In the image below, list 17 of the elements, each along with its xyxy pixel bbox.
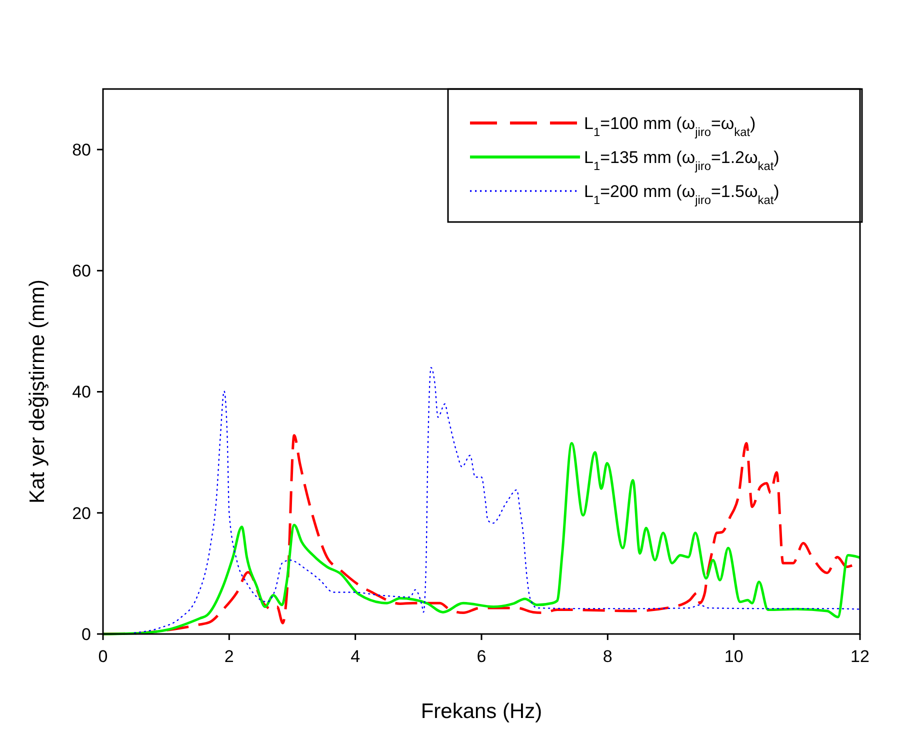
legend-label: L$_{1}$=135 mm (ω$_{jiro}$=1.2ω$_{kat}$) bbox=[584, 148, 780, 173]
y-tick-label: 60 bbox=[72, 262, 91, 281]
legend-label: L$_{1}$=100 mm (ω$_{jiro}$=ω$_{kat}$) bbox=[584, 114, 756, 139]
y-axis-title: Kat yer değiştirme (mm) bbox=[26, 279, 49, 504]
x-tick-label: 6 bbox=[476, 647, 486, 666]
x-tick-label: 4 bbox=[350, 647, 360, 666]
y-tick-label: 20 bbox=[72, 504, 91, 523]
x-axis-title: Frekans (Hz) bbox=[420, 700, 542, 723]
y-tick-label: 0 bbox=[82, 624, 91, 644]
x-tick-label: 0 bbox=[98, 647, 108, 666]
x-tick-label: 8 bbox=[602, 647, 612, 666]
x-tick-label: 12 bbox=[850, 647, 870, 666]
y-tick-label: 40 bbox=[72, 382, 91, 402]
x-tick-label: 10 bbox=[724, 647, 744, 666]
legend-label: L$_{1}$=200 mm (ω$_{jiro}$=1.5ω$_{kat}$) bbox=[584, 182, 780, 207]
x-tick-label: 2 bbox=[224, 647, 234, 666]
y-tick-label: 80 bbox=[72, 140, 91, 160]
